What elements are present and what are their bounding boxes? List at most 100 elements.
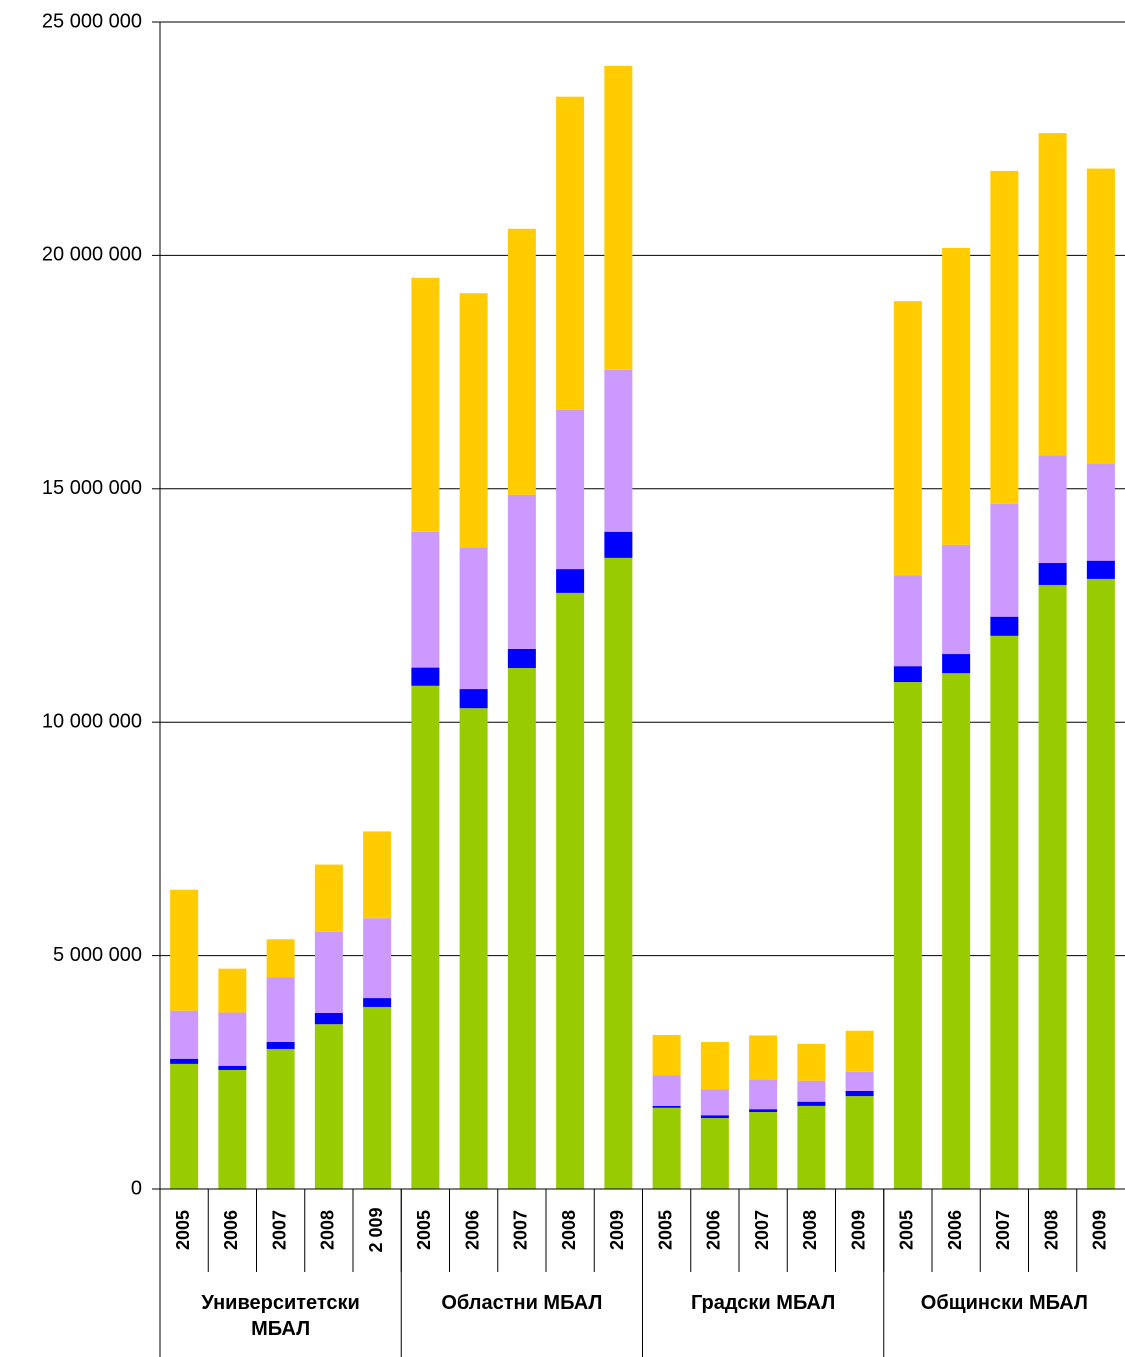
- bar-segment: [363, 998, 392, 1007]
- bar-segment: [893, 682, 922, 1189]
- bar-segment: [942, 673, 971, 1189]
- bar-segment: [1086, 463, 1115, 561]
- x-tick-label: 2008: [559, 1210, 579, 1250]
- bar-segment: [556, 409, 585, 570]
- bar-segment: [652, 1107, 681, 1189]
- bar-segment: [507, 648, 536, 669]
- x-tick-label: 2009: [607, 1210, 627, 1250]
- bar-segment: [893, 575, 922, 667]
- bar-segment: [170, 1010, 199, 1059]
- x-tick-label: 2 009: [366, 1207, 386, 1252]
- bar-segment: [942, 247, 971, 545]
- bar-segment: [170, 889, 199, 1011]
- x-tick-label: 2005: [897, 1210, 917, 1250]
- bar-segment: [507, 494, 536, 649]
- bar-segment: [218, 1012, 247, 1066]
- group-label: Градски МБАЛ: [690, 1292, 836, 1314]
- bar-segment: [700, 1115, 729, 1119]
- bar-segment: [1038, 563, 1067, 585]
- bar-segment: [459, 689, 488, 709]
- bar-segment: [797, 1080, 826, 1102]
- bar-segment: [749, 1035, 778, 1080]
- bar-segment: [749, 1079, 778, 1110]
- bar-segment: [411, 667, 440, 686]
- bar-segment: [845, 1096, 874, 1189]
- x-tick-label: 2007: [511, 1210, 531, 1250]
- bar-segment: [411, 685, 440, 1189]
- bar-segment: [1038, 584, 1067, 1189]
- y-tick-label: 20 000 000: [42, 244, 142, 266]
- bar-segment: [218, 1069, 247, 1189]
- bar-segment: [218, 1065, 247, 1070]
- bar-segment: [266, 1048, 295, 1189]
- bar-segment: [314, 931, 343, 1014]
- bar-segment: [411, 531, 440, 668]
- bar-segment: [266, 977, 295, 1042]
- bar-segment: [170, 1063, 199, 1189]
- bar-segment: [459, 547, 488, 690]
- bar-segment: [1038, 455, 1067, 564]
- x-tick-label: 2009: [1090, 1210, 1110, 1250]
- x-tick-label: 2006: [704, 1210, 724, 1250]
- bar-segment: [893, 666, 922, 683]
- bar-segment: [1086, 560, 1115, 579]
- bar-segment: [459, 708, 488, 1189]
- x-tick-label: 2008: [1041, 1210, 1061, 1250]
- bar-segment: [893, 301, 922, 576]
- bar-segment: [942, 654, 971, 674]
- bar-segment: [266, 939, 295, 978]
- bar-segment: [797, 1101, 826, 1106]
- bar-segment: [411, 277, 440, 532]
- bar-segment: [170, 1058, 199, 1064]
- bar-segment: [942, 544, 971, 655]
- x-tick-label: 2008: [318, 1210, 338, 1250]
- bar-segment: [266, 1041, 295, 1049]
- y-tick-label: 10 000 000: [42, 710, 142, 732]
- bar-segment: [990, 616, 1019, 636]
- y-tick-label: 25 000 000: [42, 10, 142, 32]
- bar-segment: [845, 1090, 874, 1097]
- bar-segment: [1086, 168, 1115, 464]
- bar-segment: [700, 1118, 729, 1189]
- bar-segment: [845, 1030, 874, 1072]
- bar-segment: [363, 1006, 392, 1189]
- bar-segment: [797, 1043, 826, 1081]
- x-tick-label: 2006: [462, 1210, 482, 1250]
- bar-segment: [314, 864, 343, 932]
- bar-segment: [700, 1089, 729, 1116]
- x-tick-label: 2005: [173, 1210, 193, 1250]
- y-tick-label: 5 000 000: [53, 944, 142, 966]
- bar-segment: [990, 503, 1019, 617]
- bar-segment: [652, 1075, 681, 1106]
- x-tick-label: 2007: [752, 1210, 772, 1250]
- x-tick-label: 2007: [993, 1210, 1013, 1250]
- x-tick-label: 2006: [221, 1210, 241, 1250]
- bar-segment: [363, 831, 392, 919]
- bar-segment: [604, 531, 633, 558]
- y-tick-label: 0: [131, 1177, 142, 1199]
- bar-segment: [507, 228, 536, 495]
- bar-segment: [604, 557, 633, 1189]
- x-tick-label: 2009: [848, 1210, 868, 1250]
- group-label: Областни МБАЛ: [441, 1292, 603, 1314]
- bar-segment: [314, 1013, 343, 1025]
- x-tick-label: 2008: [800, 1210, 820, 1250]
- bar-segment: [459, 293, 488, 548]
- bar-segment: [990, 635, 1019, 1189]
- bar-segment: [556, 592, 585, 1189]
- bar-segment: [507, 668, 536, 1189]
- bar-segment: [749, 1109, 778, 1112]
- bar-segment: [363, 918, 392, 999]
- bar-segment: [652, 1034, 681, 1076]
- x-tick-label: 2005: [655, 1210, 675, 1250]
- group-label: Общински МБАЛ: [920, 1292, 1088, 1314]
- bar-segment: [1038, 133, 1067, 456]
- bar-segment: [797, 1105, 826, 1189]
- bar-segment: [218, 968, 247, 1013]
- x-tick-label: 2007: [269, 1210, 289, 1250]
- y-tick-label: 15 000 000: [42, 477, 142, 499]
- bar-segment: [556, 96, 585, 410]
- bar-segment: [652, 1105, 681, 1108]
